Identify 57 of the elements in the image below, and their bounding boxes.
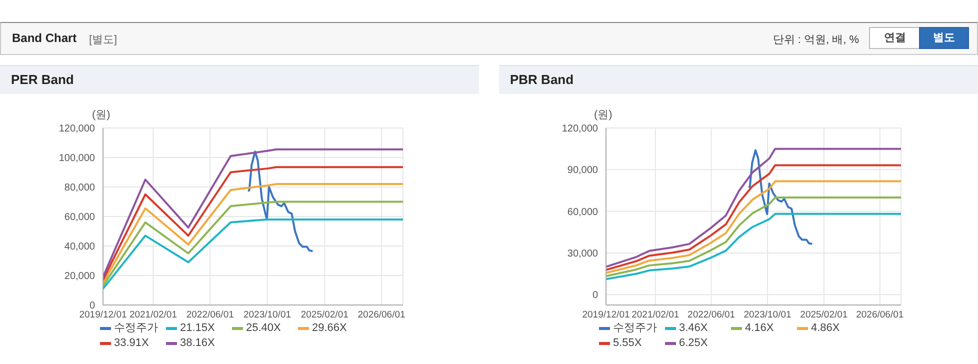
- legend-label: 5.55X: [612, 336, 643, 351]
- y-tick-label: 0: [592, 290, 598, 302]
- legend-label: 21.15X: [179, 321, 216, 336]
- text: 단위 : 억원, 배, %: [772, 33, 859, 47]
- y-tick-label: 120,000: [58, 124, 96, 135]
- x-tick-label: 2019/12/01: [582, 310, 630, 321]
- legend-label: 25.40X: [245, 321, 282, 336]
- line-series: [247, 150, 314, 252]
- x-tick-label: 2026/06/01: [856, 310, 904, 321]
- x-tick-label: 2025/02/01: [300, 310, 348, 321]
- y-tick-label: 0: [89, 300, 96, 312]
- legend-label: 6.25X: [678, 336, 709, 351]
- toggle-button: 별도: [919, 27, 969, 49]
- line-series: [606, 164, 901, 271]
- y-axis-title: (원): [594, 108, 612, 122]
- y-tick-label: 40,000: [64, 242, 96, 253]
- line-series: [103, 183, 403, 284]
- y-tick-label: 120,000: [562, 124, 598, 135]
- legend-label: 29.66X: [311, 321, 348, 336]
- chart-title: PBR Band: [499, 65, 978, 94]
- x-tick-label: 2023/10/01: [744, 310, 792, 321]
- line-series: [606, 212, 901, 280]
- legend-label: 수정주가: [612, 321, 658, 336]
- legend-label: 4.86X: [810, 321, 841, 336]
- y-tick-label: 30,000: [567, 248, 598, 260]
- legend-label: 4.16X: [744, 321, 775, 336]
- toggle-button: 연결: [869, 27, 921, 49]
- line-series: [103, 218, 403, 290]
- line-series: [606, 148, 901, 268]
- x-tick-label: 2025/02/01: [800, 310, 848, 321]
- x-tick-label: 2021/02/01: [129, 310, 177, 321]
- x-tick-label: 2022/06/01: [688, 310, 736, 321]
- text: [별도]: [89, 33, 118, 47]
- legend-label: 38.16X: [179, 336, 216, 351]
- chart-title: PER Band: [0, 65, 479, 94]
- x-tick-label: 2023/10/01: [243, 310, 292, 321]
- x-tick-label: 2022/06/01: [186, 310, 234, 321]
- line-series: [748, 149, 814, 245]
- x-tick-label: 2021/02/01: [632, 310, 680, 321]
- y-tick-label: 100,000: [58, 153, 96, 164]
- y-tick-label: 60,000: [64, 212, 96, 224]
- legend-label: 수정주가: [113, 321, 159, 336]
- line-series: [103, 166, 403, 281]
- line-series: [103, 200, 403, 287]
- x-tick-label: 2026/06/01: [358, 310, 406, 321]
- x-tick-label: 2019/12/01: [79, 310, 127, 321]
- line-series: [606, 180, 901, 274]
- legend-label: 33.91X: [113, 336, 150, 351]
- y-tick-label: 60,000: [567, 206, 598, 218]
- y-tick-label: 90,000: [567, 165, 598, 176]
- y-axis-title: (원): [92, 108, 110, 122]
- line-series: [103, 148, 403, 278]
- legend-label: 3.46X: [678, 321, 709, 336]
- text: Band Chart: [12, 31, 77, 45]
- y-tick-label: 20,000: [64, 271, 96, 282]
- line-series: [606, 196, 901, 278]
- y-tick-label: 80,000: [64, 182, 96, 194]
